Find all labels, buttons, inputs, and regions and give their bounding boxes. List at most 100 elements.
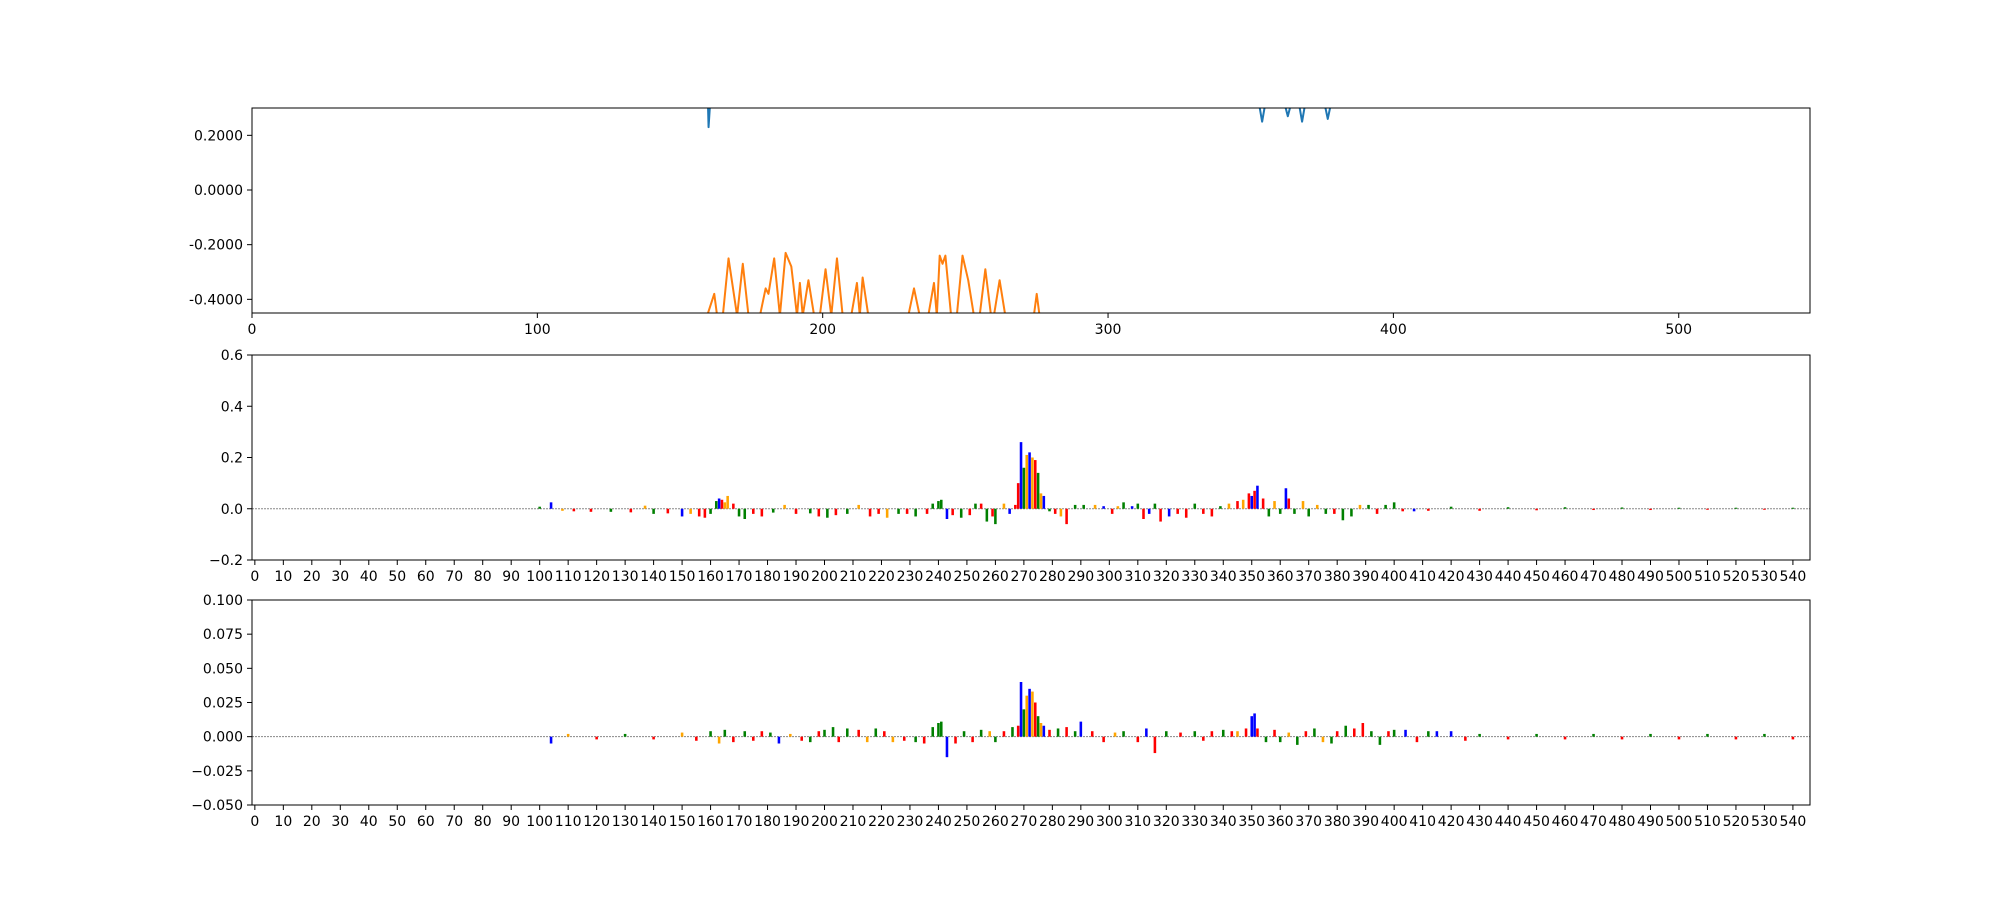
logo-bar bbox=[1296, 736, 1299, 745]
logo-bar bbox=[974, 503, 977, 509]
logo-bar bbox=[905, 508, 909, 514]
logo-bar bbox=[954, 736, 957, 744]
logo-bar bbox=[1036, 716, 1040, 737]
x-tick-label: 310 bbox=[1124, 814, 1151, 830]
x-tick-label: 360 bbox=[1267, 569, 1294, 585]
logo-bar bbox=[1210, 731, 1214, 737]
logo-bar bbox=[1039, 493, 1043, 509]
x-tick-label: 410 bbox=[1409, 569, 1436, 585]
logo-bar bbox=[1341, 508, 1345, 521]
logo-bar bbox=[1025, 454, 1029, 509]
x-tick-label: 120 bbox=[583, 569, 610, 585]
logo-bar bbox=[823, 729, 826, 737]
logo-bar bbox=[1236, 501, 1239, 509]
logo-bar bbox=[1130, 506, 1134, 509]
logo-bar bbox=[1059, 508, 1063, 517]
x-tick-label: 280 bbox=[1039, 814, 1066, 830]
x-tick-label: 170 bbox=[726, 569, 753, 585]
logo-bar bbox=[857, 504, 860, 509]
logo-bar bbox=[874, 728, 878, 737]
x-tick-label: 320 bbox=[1153, 569, 1180, 585]
logo-bar bbox=[1506, 507, 1510, 509]
logo-bar bbox=[1147, 508, 1151, 514]
logo-bar bbox=[1159, 508, 1162, 522]
x-tick-label: 230 bbox=[897, 814, 924, 830]
logo-bar bbox=[1250, 716, 1254, 737]
x-tick-label: 250 bbox=[954, 814, 981, 830]
logo-bar bbox=[1202, 508, 1205, 514]
logo-bar bbox=[1247, 493, 1251, 509]
logo-bar bbox=[703, 508, 707, 518]
logo-bar bbox=[1506, 736, 1510, 740]
logo-bar bbox=[623, 733, 627, 737]
x-tick-label: 20 bbox=[303, 569, 321, 585]
x-tick-label: 130 bbox=[612, 569, 639, 585]
logo-bar bbox=[794, 508, 798, 514]
logo-bar bbox=[1033, 460, 1037, 509]
x-tick-label: 40 bbox=[360, 814, 378, 830]
logo-bar bbox=[1706, 733, 1709, 737]
x-tick-label: 180 bbox=[754, 569, 781, 585]
x-tick-label: 160 bbox=[697, 569, 724, 585]
logo-bar bbox=[680, 508, 684, 517]
logo-bar bbox=[666, 508, 670, 514]
logo-bar bbox=[1304, 731, 1308, 737]
x-tick-label: 0 bbox=[248, 322, 257, 338]
x-tick-label: 270 bbox=[1011, 814, 1038, 830]
logo-bar bbox=[1022, 709, 1026, 737]
logo-bar bbox=[1649, 733, 1652, 737]
logo-bar bbox=[1022, 467, 1026, 509]
x-tick-label: 120 bbox=[583, 814, 610, 830]
x-tick-label: 540 bbox=[1780, 569, 1807, 585]
logo-bar bbox=[1019, 682, 1023, 737]
logo-bar bbox=[831, 727, 835, 737]
logo-bar bbox=[1016, 725, 1020, 737]
x-tick-label: 200 bbox=[811, 569, 838, 585]
logo-bar bbox=[1193, 503, 1197, 509]
logo-bar bbox=[971, 736, 974, 743]
x-tick-label: 270 bbox=[1011, 569, 1038, 585]
logo-bar bbox=[572, 508, 576, 512]
x-tick-label: 60 bbox=[417, 814, 435, 830]
logo-bar bbox=[1053, 508, 1057, 514]
logo-bar bbox=[723, 729, 727, 737]
logo-bar bbox=[1677, 507, 1681, 509]
logo-bar bbox=[1449, 731, 1453, 737]
x-tick-label: 350 bbox=[1238, 814, 1265, 830]
x-tick-label: 290 bbox=[1067, 814, 1094, 830]
x-tick-label: 530 bbox=[1751, 814, 1778, 830]
logo-bar bbox=[837, 736, 841, 743]
x-tick-label: 70 bbox=[445, 814, 463, 830]
logo-bar bbox=[1179, 732, 1182, 737]
logo-bar bbox=[1335, 731, 1339, 737]
y-tick-label: 0.2 bbox=[221, 451, 243, 467]
logo-bar bbox=[1073, 731, 1077, 737]
logo-bar bbox=[914, 736, 917, 743]
logo-bar bbox=[1401, 508, 1404, 512]
logo-bar bbox=[1241, 499, 1245, 509]
logo-bar bbox=[643, 505, 647, 509]
x-tick-label: 540 bbox=[1780, 814, 1807, 830]
x-tick-label: 170 bbox=[726, 814, 753, 830]
logo-bar bbox=[1278, 508, 1282, 514]
logo-bar bbox=[891, 736, 895, 743]
logo-bar bbox=[1227, 503, 1231, 509]
axes-frame bbox=[251, 599, 1811, 806]
x-tick-label: 230 bbox=[897, 569, 924, 585]
logo-bar bbox=[1412, 508, 1416, 512]
logo-bar bbox=[1384, 504, 1387, 509]
logo-bar bbox=[1734, 507, 1738, 509]
logo-bar bbox=[1145, 728, 1148, 737]
logo-bar bbox=[865, 736, 869, 743]
x-tick-label: 0 bbox=[250, 569, 259, 585]
logo-bar bbox=[1649, 508, 1652, 511]
logo-bar bbox=[826, 508, 829, 518]
logo-bar bbox=[857, 729, 860, 737]
x-tick-label: 110 bbox=[555, 569, 582, 585]
x-tick-label: 450 bbox=[1523, 814, 1550, 830]
logo-bar bbox=[1110, 508, 1114, 514]
logo-bar bbox=[1535, 733, 1538, 737]
logo-bar bbox=[720, 499, 724, 509]
series-line-0 bbox=[707, 108, 1332, 129]
logo-bar bbox=[595, 736, 598, 740]
